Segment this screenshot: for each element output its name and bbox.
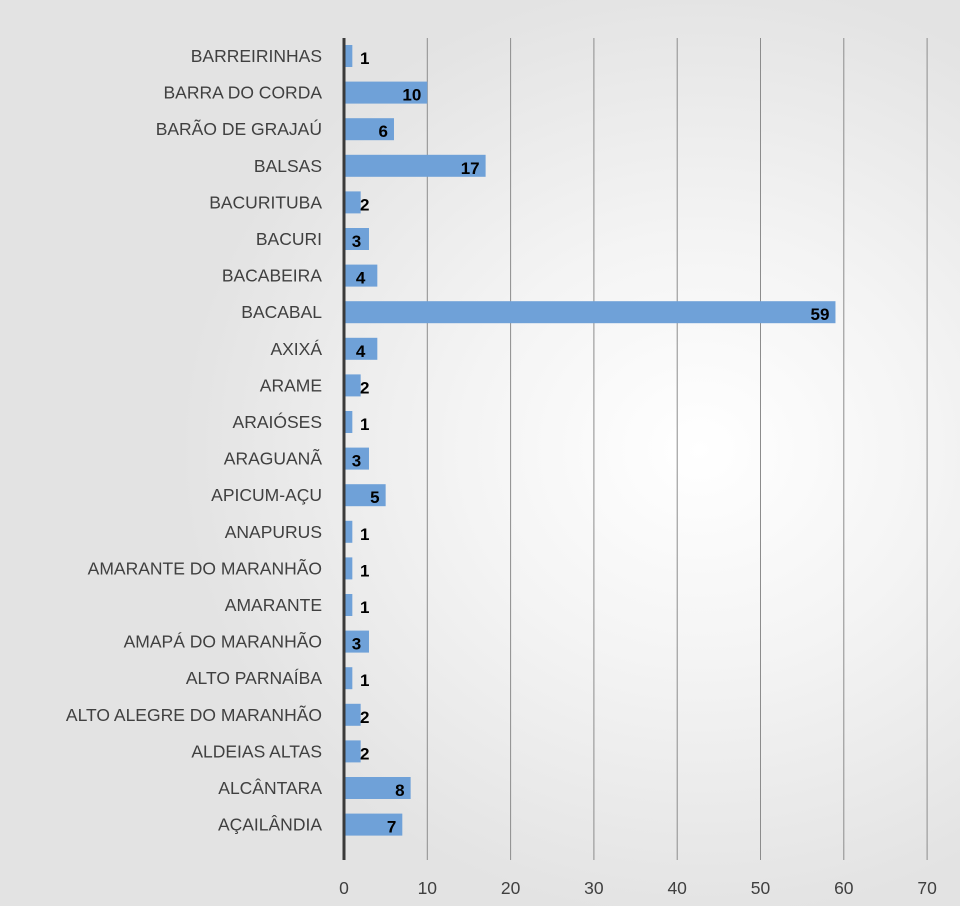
category-label: ALCÂNTARA [218, 778, 322, 798]
category-label: BARREIRINHAS [191, 46, 322, 66]
category-label: ALTO ALEGRE DO MARANHÃO [66, 704, 322, 725]
x-tick-label: 60 [834, 878, 854, 898]
data-label: 3 [352, 635, 361, 654]
category-label: APICUM-AÇU [211, 485, 322, 505]
x-tick-label: 10 [418, 878, 438, 898]
category-label: BARRA DO CORDA [164, 83, 323, 103]
gridlines [427, 38, 927, 860]
category-label: AÇAILÂNDIA [218, 815, 322, 835]
category-label: AXIXÁ [270, 339, 322, 359]
bars [344, 45, 835, 836]
category-label: ARAIÓSES [233, 411, 322, 432]
category-label: BACABAL [241, 302, 322, 322]
bar [344, 704, 361, 726]
category-label: ARAGUANÃ [224, 448, 323, 469]
data-label: 1 [360, 671, 369, 690]
data-label: 17 [461, 159, 480, 178]
x-tick-label: 30 [584, 878, 604, 898]
data-label: 59 [811, 305, 830, 324]
x-tick-labels: 0 10 20 30 40 50 60 70 [339, 878, 937, 898]
data-label: 2 [360, 744, 369, 763]
data-label: 8 [395, 781, 404, 800]
x-tick-label: 70 [917, 878, 937, 898]
category-labels: BARREIRINHAS BARRA DO CORDA BARÃO DE GRAJA… [66, 46, 322, 835]
category-label: ARAME [260, 375, 322, 395]
bar [344, 301, 835, 323]
data-label: 2 [360, 708, 369, 727]
category-label: BARÃO DE GRAJAÚ [156, 118, 322, 139]
x-tick-label: 0 [339, 878, 349, 898]
data-label: 2 [360, 378, 369, 397]
data-label: 2 [360, 195, 369, 214]
data-label: 1 [360, 49, 369, 68]
data-label: 4 [356, 342, 366, 361]
data-label: 1 [360, 415, 369, 434]
data-label: 3 [352, 232, 361, 251]
data-label: 1 [360, 525, 369, 544]
x-tick-label: 20 [501, 878, 521, 898]
x-tick-label: 40 [667, 878, 687, 898]
category-label: AMARANTE [225, 595, 322, 615]
data-label: 1 [360, 561, 369, 580]
category-label: BALSAS [254, 156, 322, 176]
data-label: 6 [379, 122, 388, 141]
category-label: AMARANTE DO MARANHÃO [88, 557, 322, 578]
data-label: 10 [402, 86, 421, 105]
data-label: 1 [360, 598, 369, 617]
bar [344, 374, 361, 396]
data-label: 4 [356, 269, 366, 288]
category-label: ALTO PARNAÍBA [186, 668, 322, 688]
category-label: BACABEIRA [222, 266, 322, 286]
bar [344, 191, 361, 213]
data-label: 7 [387, 818, 396, 837]
category-label: ALDEIAS ALTAS [191, 741, 322, 761]
data-label: 3 [352, 452, 361, 471]
x-tick-label: 50 [751, 878, 771, 898]
category-label: BACURI [256, 229, 322, 249]
category-label: BACURITUBA [209, 192, 322, 212]
data-label: 5 [370, 488, 379, 507]
category-label: AMAPÁ DO MARANHÃO [124, 631, 322, 652]
category-label: ANAPURUS [225, 522, 322, 542]
bar [344, 740, 361, 762]
